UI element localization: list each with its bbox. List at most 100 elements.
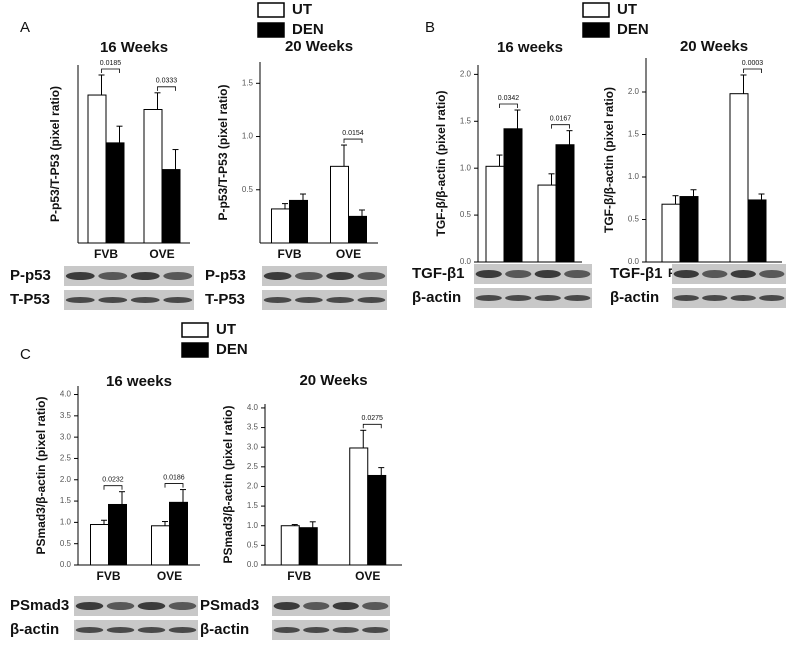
blot-band: [106, 602, 135, 610]
blot-band: [475, 295, 502, 301]
y-tick-label: 2.0: [247, 482, 259, 491]
y-tick-label: 1.0: [242, 132, 254, 141]
bar: [679, 196, 699, 263]
y-tick-label: 0.5: [242, 185, 254, 194]
bar: [747, 199, 767, 263]
blot-strip: [474, 288, 592, 308]
p-value: 0.0186: [163, 474, 185, 481]
p-value: 0.0185: [100, 60, 122, 67]
y-tick-label: 1.5: [60, 496, 72, 505]
blot-strip: [64, 290, 194, 310]
legend-label: DEN: [617, 21, 649, 38]
y-tick-label: 0.5: [460, 210, 472, 219]
bar: [143, 109, 163, 244]
y-tick-label: 2.5: [60, 454, 72, 463]
significance-bracket: [164, 483, 184, 488]
blot-band: [759, 270, 785, 278]
y-tick-label: 3.5: [60, 411, 72, 420]
chart-title: 20 Weeks: [680, 38, 748, 55]
blot-strip: [474, 264, 592, 284]
y-tick-label: 2.5: [247, 462, 259, 471]
blot-band: [163, 272, 193, 280]
blot-band: [505, 270, 532, 278]
y-tick-label: 2.0: [460, 69, 472, 78]
blot-strip: [272, 620, 390, 640]
y-tick-label: 1.0: [460, 163, 472, 172]
blot-band: [163, 297, 193, 303]
bar: [108, 503, 127, 566]
y-tick-label: 1.5: [628, 130, 640, 139]
blot-band: [326, 272, 355, 280]
y-tick-label: 1.5: [247, 501, 259, 510]
x-tick-label: OVE: [157, 569, 182, 583]
blot-band: [65, 297, 95, 303]
blot-band: [357, 297, 386, 303]
blot-band: [475, 270, 502, 278]
bar: [330, 165, 349, 244]
bar: [169, 501, 188, 566]
chart-title: 20 Weeks: [299, 372, 367, 389]
legend-label: UT: [216, 321, 236, 338]
blot-band: [75, 602, 104, 610]
chart-title: 20 Weeks: [285, 38, 353, 55]
blot-band: [534, 295, 561, 301]
y-tick-label: 0.0: [247, 560, 259, 569]
blot-band: [98, 297, 128, 303]
blot-label: T-P53: [10, 291, 50, 308]
legend-swatch: [257, 22, 285, 38]
y-tick-label: 1.5: [242, 78, 254, 87]
panel-letter: A: [20, 19, 30, 36]
blot-strip: [672, 288, 786, 308]
x-tick-label: OVE: [355, 569, 380, 583]
y-tick-label: 0.5: [247, 540, 259, 549]
blot-band: [65, 272, 95, 280]
blot-band: [303, 602, 330, 610]
x-tick-label: OVE: [336, 247, 361, 261]
y-tick-label: 0.5: [628, 215, 640, 224]
bar: [151, 525, 170, 566]
p-value: 0.0232: [102, 477, 124, 484]
blot-band: [294, 297, 323, 303]
blot-band: [263, 272, 292, 280]
y-tick-label: 2.0: [60, 475, 72, 484]
blot-band: [702, 270, 728, 278]
blot-band: [273, 627, 300, 633]
blot-band: [303, 627, 330, 633]
blot-label: β-actin: [412, 289, 461, 306]
blot-band: [137, 602, 166, 610]
significance-bracket: [343, 138, 363, 144]
legend-swatch: [582, 22, 610, 38]
bar: [485, 165, 505, 263]
y-axis-label: TGF-β/β-actin (pixel ratio): [434, 91, 448, 237]
chart-title: 16 weeks: [106, 373, 172, 390]
blot-band: [759, 295, 785, 301]
y-tick-label: 3.5: [247, 423, 259, 432]
y-axis-label: PSmad3/β-actin (pixel ratio): [221, 405, 235, 563]
legend-swatch: [181, 342, 209, 358]
p-value: 0.0333: [156, 78, 178, 85]
legend-label: DEN: [216, 341, 248, 358]
bar: [348, 215, 367, 244]
chart-title: 16 weeks: [497, 39, 563, 56]
blot-band: [273, 602, 300, 610]
blot-strip: [672, 264, 786, 284]
legend-label: UT: [292, 1, 312, 18]
legend-label: DEN: [292, 21, 324, 38]
y-axis-label: TGF-β/β-actin (pixel ratio): [602, 87, 616, 233]
significance-bracket: [743, 68, 762, 73]
blot-band: [505, 295, 532, 301]
blot-band: [98, 272, 128, 280]
p-value: 0.0154: [342, 130, 364, 137]
bar: [289, 199, 308, 244]
blot-strip: [272, 596, 390, 616]
blot-band: [168, 602, 197, 610]
y-tick-label: 1.5: [460, 116, 472, 125]
y-axis-label: P-p53/T-P53 (pixel ratio): [48, 86, 62, 222]
blot-label: β-actin: [610, 289, 659, 306]
blot-band: [702, 295, 728, 301]
bar: [298, 527, 318, 566]
x-tick-label: FVB: [278, 247, 302, 261]
blot-band: [106, 627, 135, 633]
blot-band: [75, 627, 104, 633]
blot-band: [362, 627, 389, 633]
